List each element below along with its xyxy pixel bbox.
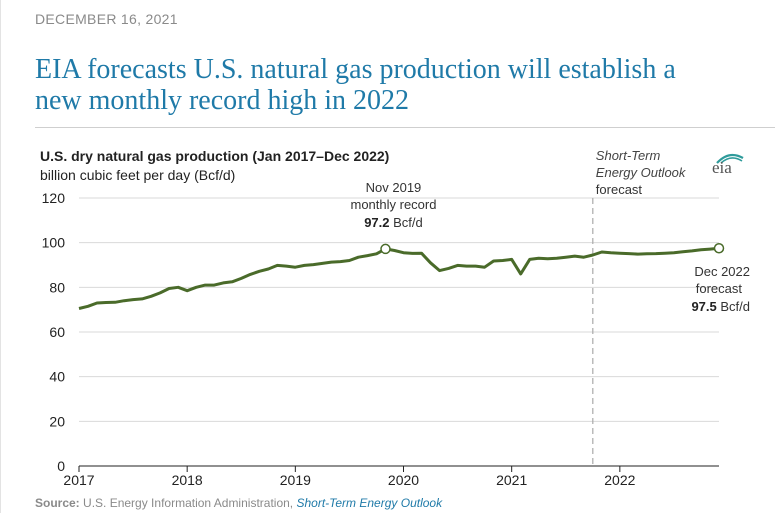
- x-tick-label-2021: 2021: [496, 472, 527, 488]
- forecast-end-label-line-2: forecast: [696, 281, 743, 296]
- forecast-label-line-3: forecast: [596, 182, 643, 197]
- forecast-label-line-2: Energy Outlook: [596, 165, 687, 180]
- logo-text: eia: [712, 158, 732, 177]
- headline-line-2: new monthly record high in 2022: [35, 85, 410, 116]
- production-line: [78, 246, 720, 310]
- source-line: Source: U.S. Energy Information Administ…: [35, 496, 442, 510]
- y-tick-label-0: 0: [57, 458, 65, 474]
- x-tick-label-2018: 2018: [172, 472, 203, 488]
- logo-arc-icon: [716, 153, 744, 164]
- source-label: Source:: [35, 496, 80, 510]
- headline-line-1: EIA forecasts U.S. natural gas productio…: [35, 54, 676, 85]
- record-value-label: 97.2 Bcf/d: [364, 215, 423, 230]
- x-tick-label-2020: 2020: [388, 472, 419, 488]
- y-tick-label-80: 80: [49, 279, 65, 295]
- record-marker: [380, 243, 391, 255]
- x-tick-label-2019: 2019: [280, 472, 311, 488]
- source-link[interactable]: Short-Term Energy Outlook: [296, 496, 443, 510]
- y-tick-label-20: 20: [49, 413, 65, 429]
- source-org: U.S. Energy Information Administration,: [83, 496, 294, 510]
- header-divider: [35, 127, 775, 128]
- forecast-end-label-line-1: Dec 2022: [694, 264, 750, 279]
- y-tick-label-40: 40: [49, 369, 65, 385]
- y-tick-label-100: 100: [42, 235, 66, 251]
- publication-date: DECEMBER 16, 2021: [35, 11, 178, 27]
- record-label-line-1: Nov 2019: [366, 180, 422, 195]
- chart-subtitle: billion cubic feet per day (Bcf/d): [40, 167, 236, 183]
- eia-logo: eia: [711, 152, 745, 178]
- forecast-label-line-1: Short-Term: [596, 148, 661, 163]
- headline: EIA forecasts U.S. natural gas productio…: [35, 54, 775, 116]
- y-tick-label-120: 120: [42, 190, 66, 206]
- chart-title: U.S. dry natural gas production (Jan 201…: [40, 148, 390, 164]
- x-tick-label-2017: 2017: [63, 472, 94, 488]
- forecast-marker: [713, 243, 725, 254]
- x-tick-label-2022: 2022: [604, 472, 635, 488]
- forecast-value-label: 97.5 Bcf/d: [691, 299, 750, 314]
- left-border: [0, 0, 1, 513]
- record-label-line-2: monthly record: [350, 197, 436, 212]
- y-tick-label-60: 60: [49, 324, 65, 340]
